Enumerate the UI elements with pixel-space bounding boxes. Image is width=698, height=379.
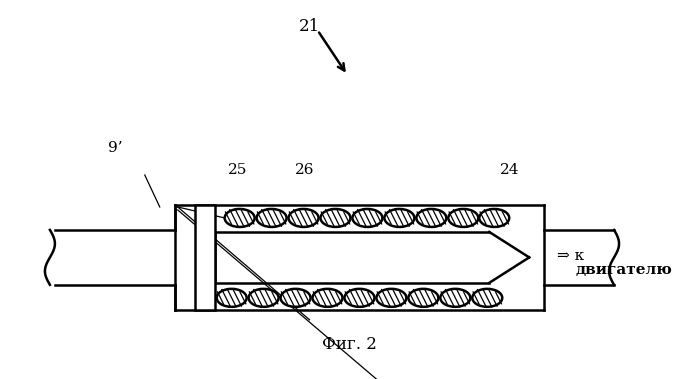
Ellipse shape — [248, 289, 279, 307]
Ellipse shape — [281, 289, 311, 307]
Text: 9’: 9’ — [107, 141, 122, 155]
Text: Фиг. 2: Фиг. 2 — [322, 336, 377, 353]
Ellipse shape — [225, 209, 255, 227]
Ellipse shape — [216, 289, 246, 307]
Ellipse shape — [480, 209, 510, 227]
Ellipse shape — [376, 289, 406, 307]
Ellipse shape — [440, 289, 470, 307]
Ellipse shape — [345, 289, 374, 307]
Text: 25: 25 — [228, 163, 247, 177]
Ellipse shape — [473, 289, 503, 307]
Ellipse shape — [417, 209, 446, 227]
Text: 24: 24 — [500, 163, 519, 177]
Text: 21: 21 — [299, 18, 320, 35]
Ellipse shape — [320, 209, 350, 227]
Text: ⇒ к: ⇒ к — [557, 249, 584, 263]
Ellipse shape — [385, 209, 415, 227]
Polygon shape — [489, 230, 544, 285]
Ellipse shape — [448, 209, 478, 227]
Bar — [195, 205, 215, 310]
Ellipse shape — [288, 209, 318, 227]
Text: двигателю: двигателю — [575, 263, 672, 277]
Text: 26: 26 — [295, 163, 314, 177]
Ellipse shape — [257, 209, 287, 227]
Ellipse shape — [352, 209, 383, 227]
Ellipse shape — [408, 289, 438, 307]
Ellipse shape — [313, 289, 343, 307]
